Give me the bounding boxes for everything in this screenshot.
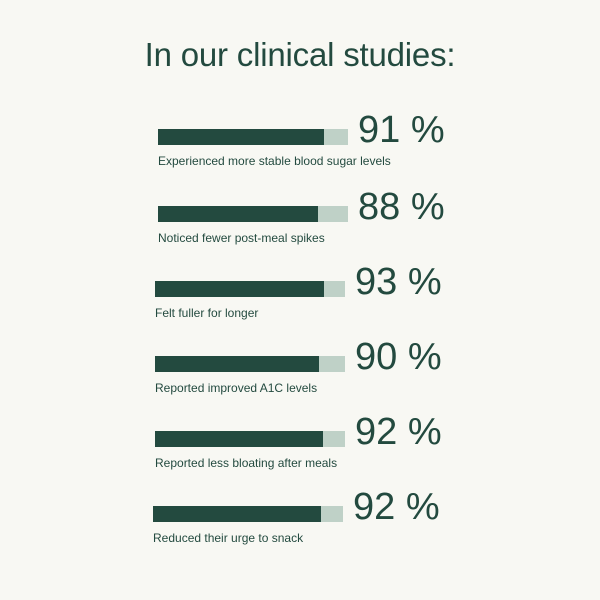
stat-label: Reported less bloating after meals bbox=[155, 456, 338, 470]
stat-label: Experienced more stable blood sugar leve… bbox=[158, 154, 391, 168]
stat-label: Reported improved A1C levels bbox=[155, 381, 318, 395]
bar-track bbox=[153, 506, 343, 522]
stat-label: Reduced their urge to snack bbox=[153, 531, 304, 545]
stat-row: 92 % Reduced their urge to snack bbox=[153, 488, 473, 560]
bar-fill bbox=[158, 206, 319, 222]
percent-value: 92 % bbox=[353, 486, 440, 528]
bar-track bbox=[155, 431, 345, 447]
bar-track bbox=[158, 206, 348, 222]
bar-track bbox=[158, 129, 348, 145]
percent-value: 92 % bbox=[355, 411, 442, 453]
percent-value: 88 % bbox=[358, 186, 445, 228]
stat-row: 90 % Reported improved A1C levels bbox=[155, 338, 475, 410]
bar-fill bbox=[155, 356, 319, 372]
bar-fill bbox=[155, 281, 325, 297]
stat-row: 93 % Felt fuller for longer bbox=[155, 263, 475, 335]
stat-row: 88 % Noticed fewer post-meal spikes bbox=[158, 188, 478, 260]
stat-row: 91 % Experienced more stable blood sugar … bbox=[158, 111, 478, 183]
percent-value: 90 % bbox=[355, 336, 442, 378]
page-title: In our clinical studies: bbox=[144, 36, 456, 73]
bar-fill bbox=[153, 506, 321, 522]
stat-label: Noticed fewer post-meal spikes bbox=[158, 231, 325, 245]
bar-fill bbox=[155, 431, 323, 447]
bar-track bbox=[155, 356, 345, 372]
percent-value: 91 % bbox=[358, 109, 445, 151]
bar-fill bbox=[158, 129, 324, 145]
percent-value: 93 % bbox=[355, 261, 442, 303]
stat-label: Felt fuller for longer bbox=[155, 306, 259, 320]
stat-row: 92 % Reported less bloating after meals bbox=[155, 413, 475, 485]
bar-track bbox=[155, 281, 345, 297]
